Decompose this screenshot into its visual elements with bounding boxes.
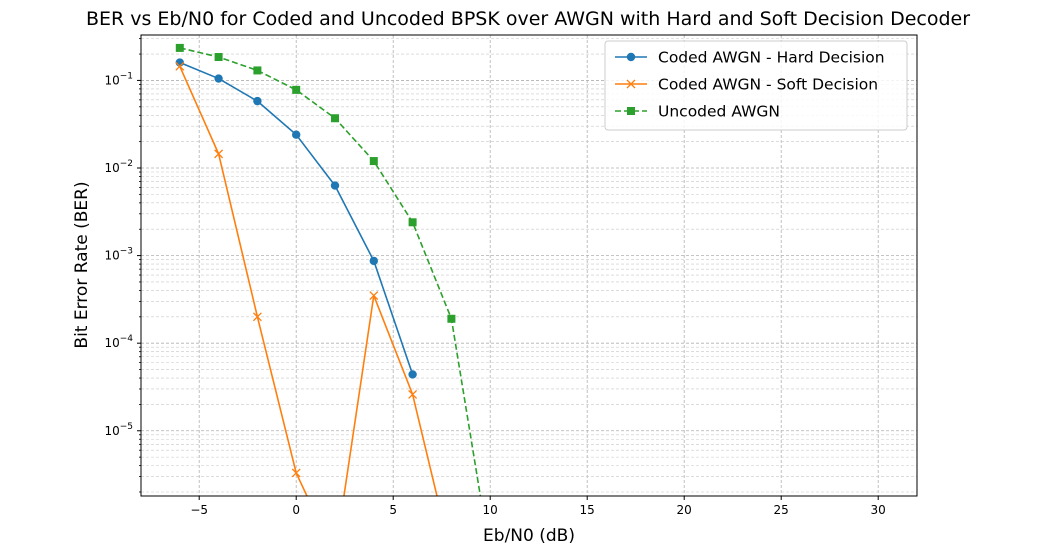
circle-marker xyxy=(214,74,223,83)
x-marker xyxy=(369,291,379,300)
series-1 xyxy=(175,58,417,379)
x-marker xyxy=(291,468,301,478)
x-tick-label: 5 xyxy=(389,503,397,517)
legend-label: Coded AWGN - Soft Decision xyxy=(658,76,878,94)
y-tick-label: 10−3 xyxy=(104,247,133,263)
series-line xyxy=(179,65,438,496)
square-marker xyxy=(214,53,223,62)
y-axis-label: Bit Error Rate (BER) xyxy=(72,181,92,348)
grid-lines xyxy=(141,35,917,496)
x-marker xyxy=(214,149,224,159)
circle-marker xyxy=(369,256,378,266)
x-tick-label: 20 xyxy=(677,503,692,517)
square-marker xyxy=(369,157,378,166)
square-marker xyxy=(292,85,301,94)
x-marker xyxy=(175,61,185,71)
y-tick-label: 10−5 xyxy=(104,422,133,438)
x-tick-label: 15 xyxy=(580,503,595,517)
x-tick-label: 0 xyxy=(292,503,300,517)
circle-marker xyxy=(330,181,340,190)
legend-item: Coded AWGN - Hard Decision xyxy=(615,49,885,67)
series-2 xyxy=(175,61,438,496)
square-marker xyxy=(331,114,339,123)
square-marker xyxy=(175,43,184,52)
legend-label: Uncoded AWGN xyxy=(658,103,780,121)
x-axis-label: Eb/N0 (dB) xyxy=(483,526,575,546)
legend-box xyxy=(604,40,908,131)
circle-marker xyxy=(292,130,301,139)
legend-label: Coded AWGN - Hard Decision xyxy=(658,49,885,67)
x-marker xyxy=(626,79,636,89)
plot-area xyxy=(175,43,482,496)
x-axis-ticks: −5 0 5 10 15 20 25 30 xyxy=(190,496,886,517)
legend-item: Uncoded AWGN xyxy=(615,103,780,121)
legend-item: Coded AWGN - Soft Decision xyxy=(615,76,878,94)
x-marker xyxy=(408,389,418,399)
square-marker xyxy=(627,107,635,115)
square-marker xyxy=(253,66,262,75)
x-tick-label: −5 xyxy=(190,503,208,517)
x-tick-label: 30 xyxy=(871,503,886,517)
circle-marker xyxy=(626,52,636,62)
chart-title: BER vs Eb/N0 for Coded and Uncoded BPSK … xyxy=(86,8,970,30)
x-tick-label: 25 xyxy=(774,503,789,517)
axes-frame xyxy=(140,34,918,497)
square-marker xyxy=(447,314,456,323)
x-marker xyxy=(252,312,262,322)
x-tick-label: 10 xyxy=(483,503,498,517)
circle-marker xyxy=(253,96,262,106)
series-3 xyxy=(175,43,482,496)
y-tick-label: 10−4 xyxy=(104,334,133,350)
y-axis-ticks: 10−1 10−2 10−3 10−4 10−5 xyxy=(104,38,141,493)
y-tick-label: 10−1 xyxy=(104,71,133,87)
y-tick-label: 10−2 xyxy=(104,159,133,175)
circle-marker xyxy=(408,370,417,379)
legend: Coded AWGN - Hard Decision Coded AWGN - S… xyxy=(604,40,908,131)
square-marker xyxy=(408,218,417,227)
